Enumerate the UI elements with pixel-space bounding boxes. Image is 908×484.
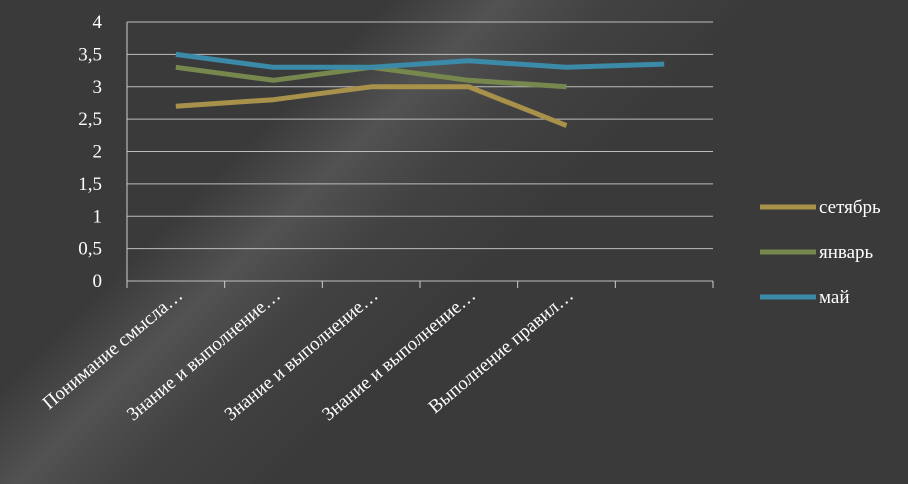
series-line <box>175 64 567 90</box>
y-tick-label: 3 <box>93 77 103 98</box>
y-tick-label: 1 <box>93 206 103 227</box>
legend-label: май <box>819 287 850 308</box>
y-tick-label: 0,5 <box>78 239 102 260</box>
legend-label: январь <box>819 242 874 263</box>
y-tick-label: 2 <box>93 142 103 163</box>
y-tick-label: 0 <box>93 271 103 292</box>
y-tick-label: 3,5 <box>78 44 102 65</box>
legend-label: сетябрь <box>819 197 881 218</box>
y-tick-label: 4 <box>93 12 103 33</box>
y-tick-label: 2,5 <box>78 109 102 130</box>
y-tick-label: 1,5 <box>78 174 102 195</box>
series-line <box>175 51 665 70</box>
series-line <box>175 84 568 128</box>
